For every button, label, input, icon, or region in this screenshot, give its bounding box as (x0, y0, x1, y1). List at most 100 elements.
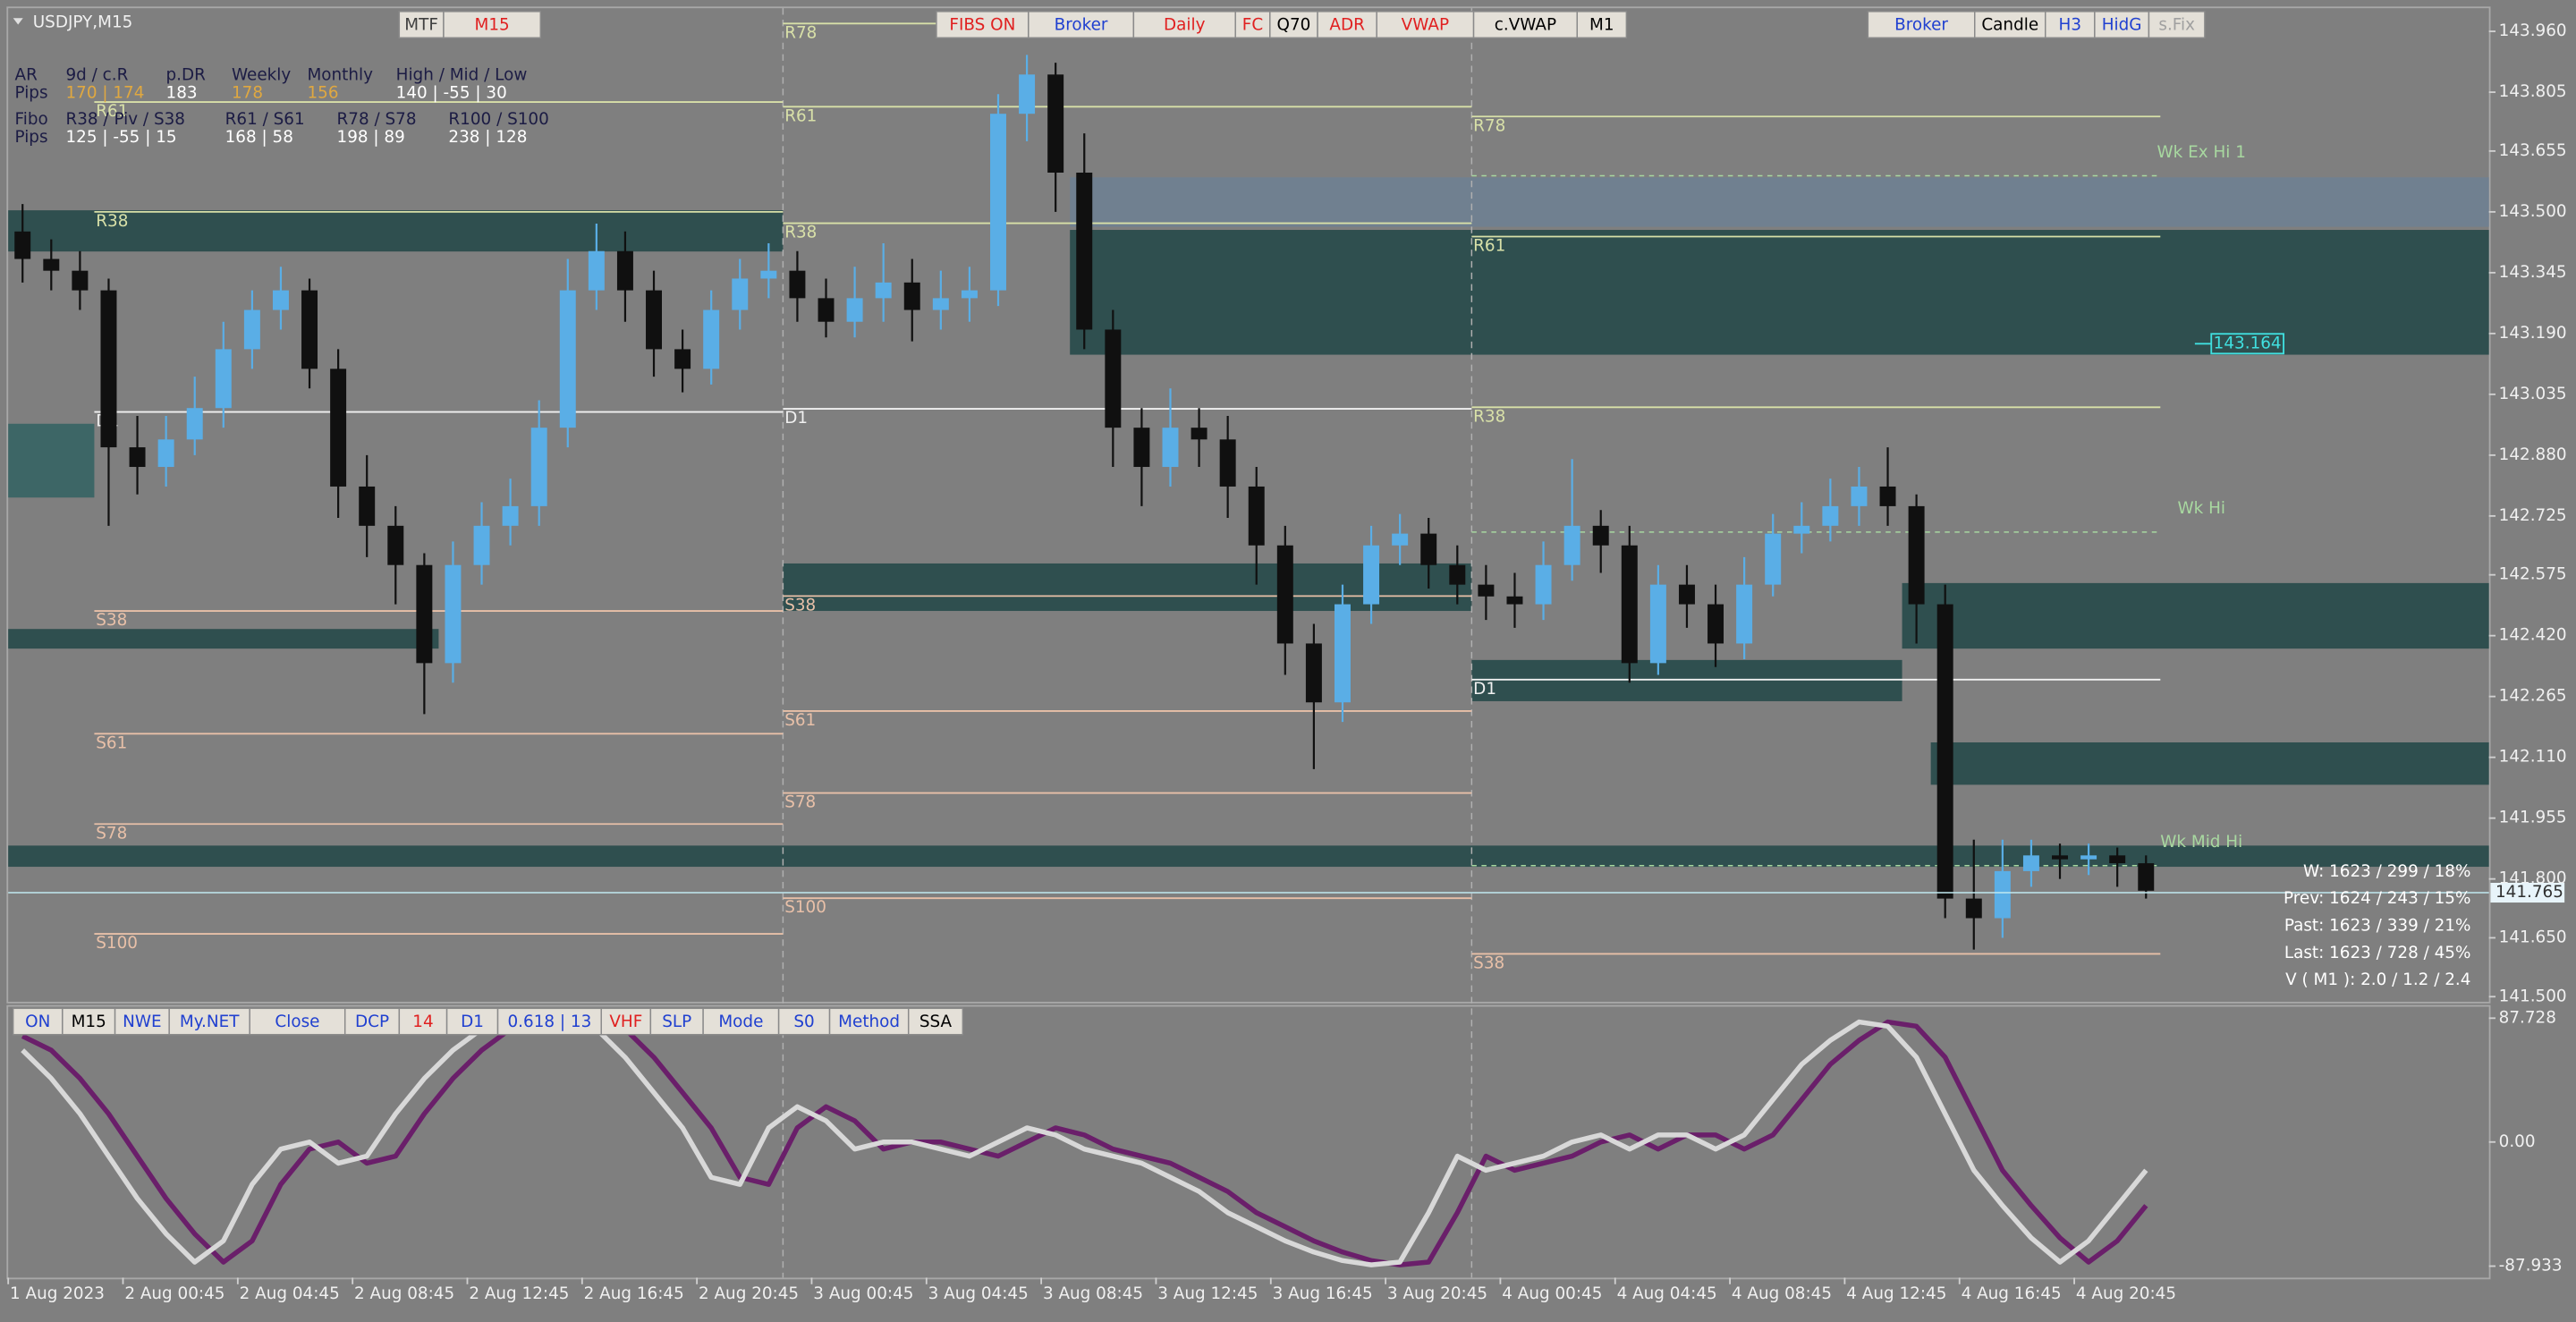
info-cell: 178 (232, 84, 263, 103)
toolbar-button[interactable] (1317, 11, 1377, 38)
toolbar-button[interactable] (1867, 11, 1976, 38)
toolbar-button[interactable] (445, 1007, 499, 1036)
toolbar-button-label[interactable]: VHF (609, 1013, 642, 1031)
toolbar-button-label[interactable]: DCP (355, 1013, 389, 1031)
oscillator-line (21, 1015, 2148, 1267)
toolbar-button-label[interactable]: Broker (1055, 15, 1108, 34)
toolbar-button[interactable] (2045, 11, 2096, 38)
zone (1471, 659, 1902, 701)
toolbar-button-label[interactable]: Candle (1981, 15, 2038, 34)
toolbar-button[interactable] (702, 1007, 780, 1036)
toolbar-button[interactable] (114, 1007, 170, 1036)
level-label: S100 (96, 934, 138, 953)
toolbar-button-label[interactable]: Daily (1164, 15, 1206, 34)
toolbar-button[interactable] (2094, 11, 2150, 38)
toolbar-button[interactable] (1132, 11, 1236, 38)
candle-body (674, 349, 691, 369)
toolbar-button-label[interactable]: M1 (1589, 15, 1614, 34)
toolbar-button[interactable] (398, 11, 445, 38)
stats-line: Prev: 1624 / 243 / 15% (2284, 889, 2470, 908)
candle-body (1822, 505, 1839, 526)
toolbar-button-label[interactable]: MTF (404, 15, 438, 34)
toolbar-button-label[interactable]: HidG (2102, 15, 2142, 34)
x-tick-label: 2 Aug 12:45 (469, 1284, 569, 1303)
info-cell: R38 / Piv / S38 (65, 110, 185, 129)
x-tick-label: 2 Aug 20:45 (699, 1284, 799, 1303)
candle-body (1191, 428, 1208, 440)
toolbar-button[interactable] (1576, 11, 1628, 38)
toolbar-button-label[interactable]: SSA (919, 1013, 953, 1031)
toolbar-button-label[interactable]: M15 (474, 15, 509, 34)
last-price-label: 141.765 (2496, 883, 2563, 902)
toolbar-button[interactable] (2148, 11, 2206, 38)
toolbar-button[interactable] (828, 1007, 910, 1036)
toolbar-button-label[interactable]: VWAP (1402, 15, 1449, 34)
toolbar-button-label[interactable]: Broker (1894, 15, 1948, 34)
toolbar-button-label[interactable]: FC (1242, 15, 1263, 34)
x-tick-label: 3 Aug 20:45 (1387, 1284, 1487, 1303)
oscillator-line (21, 1015, 2148, 1267)
toolbar-button[interactable] (443, 11, 542, 38)
candle-body (703, 309, 720, 369)
candle-body (1506, 596, 1523, 605)
candle-body (1879, 486, 1896, 506)
toolbar-button-label[interactable]: Q70 (1277, 15, 1311, 34)
candle-body (243, 309, 260, 350)
level-label: R61 (1473, 237, 1505, 256)
toolbar-button-label[interactable]: 14 (412, 1013, 433, 1031)
toolbar-button-label[interactable]: ON (25, 1013, 50, 1031)
toolbar-button-label[interactable]: M15 (72, 1013, 106, 1031)
candle-body (1019, 74, 1036, 114)
info-cell: 183 (166, 84, 198, 103)
candle-body (473, 525, 490, 565)
candle-body (43, 258, 60, 271)
x-tick-label: 4 Aug 08:45 (1732, 1284, 1832, 1303)
toolbar-button-label[interactable]: D1 (461, 1013, 484, 1031)
level-label: D1 (1473, 680, 1496, 699)
level-label: S38 (784, 596, 816, 614)
toolbar-button-label[interactable]: Close (275, 1013, 319, 1031)
toolbar-button-label[interactable]: c.VWAP (1495, 15, 1556, 34)
toolbar-button[interactable] (777, 1007, 831, 1036)
toolbar-button[interactable] (907, 1007, 964, 1036)
toolbar-button-label[interactable]: s.Fix (2158, 15, 2195, 34)
toolbar-button-label[interactable]: NWE (123, 1013, 162, 1031)
toolbar-button-label[interactable]: Method (838, 1013, 900, 1031)
x-tick-label: 4 Aug 04:45 (1617, 1284, 1717, 1303)
info-cell: 168 | 58 (225, 128, 293, 147)
toolbar-button-label[interactable]: Mode (718, 1013, 763, 1031)
y-tick-label: 87.728 (2499, 1008, 2556, 1027)
y-tick-label: -87.933 (2499, 1257, 2563, 1275)
toolbar-button[interactable] (1472, 11, 1579, 38)
toolbar-button-label[interactable]: ADR (1329, 15, 1365, 34)
zone (8, 629, 439, 649)
y-tick-label: 142.575 (2499, 565, 2567, 584)
toolbar-button-label[interactable]: My.NET (180, 1013, 240, 1031)
y-tick-label: 143.345 (2499, 263, 2567, 282)
toolbar-button-label[interactable]: S0 (793, 1013, 814, 1031)
candle-body (359, 486, 376, 526)
x-tick-label: 4 Aug 16:45 (1962, 1284, 2062, 1303)
toolbar-button-label[interactable]: SLP (662, 1013, 691, 1031)
x-tick-label: 3 Aug 16:45 (1273, 1284, 1373, 1303)
toolbar-button[interactable] (496, 1007, 602, 1036)
toolbar-button[interactable] (343, 1007, 401, 1036)
toolbar-button[interactable] (1234, 11, 1271, 38)
candle-body (1936, 604, 1953, 899)
candle-body (1420, 533, 1437, 565)
level-label: R61 (784, 106, 817, 125)
toolbar-button[interactable] (398, 1007, 448, 1036)
toolbar-button[interactable] (62, 1007, 116, 1036)
toolbar-button-label[interactable]: 0.618 | 13 (507, 1013, 591, 1031)
last-price-box (2490, 882, 2565, 903)
info-cell: 198 | 89 (337, 128, 405, 147)
info-cell: R78 / S78 (337, 110, 417, 129)
candle-body (1219, 439, 1236, 487)
toolbar-button[interactable] (249, 1007, 346, 1036)
x-tick-label: 4 Aug 00:45 (1502, 1284, 1602, 1303)
symbol-title: USDJPY,M15 (33, 13, 133, 32)
toolbar-button-label[interactable]: H3 (2059, 15, 2082, 34)
toolbar-button-label[interactable]: FIBS ON (949, 15, 1015, 34)
y-tick-label: 143.190 (2499, 324, 2567, 343)
